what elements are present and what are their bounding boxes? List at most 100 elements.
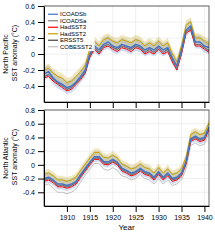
legend: ICOADSbICOADSaHadSST3HadSST2ERSST5COBESS…: [46, 8, 95, 51]
grid-line-x: [66, 110, 67, 206]
x-axis-title: Year: [118, 223, 135, 232]
tick-label: 0.4: [25, 134, 35, 141]
x-tick: 1925: [128, 206, 144, 221]
legend-swatch: [48, 14, 58, 15]
x-tick: [204, 102, 205, 108]
tick-mark: [38, 179, 44, 180]
tick-label: 0.4: [25, 19, 35, 26]
y-tick: -0.4: [23, 189, 44, 196]
x-tick: 1935: [174, 206, 190, 221]
tick-mark: [38, 124, 44, 125]
x-tick: [136, 102, 137, 108]
y-tick: 0.6: [25, 120, 44, 127]
x-tick: 1910: [60, 206, 76, 221]
legend-label: ICOADSa: [60, 18, 87, 24]
grid-line-y: [44, 123, 209, 124]
y-tick: 0.8: [25, 107, 44, 114]
tick-label: 0: [31, 51, 35, 58]
series-line: [44, 26, 209, 88]
tick-label: -0.4: [23, 83, 35, 90]
series-line: [44, 22, 209, 83]
tick-mark: [67, 206, 68, 212]
y-tick: 0.4: [25, 19, 44, 26]
plot-area: [44, 119, 209, 194]
x-tick: [113, 102, 114, 108]
legend-swatch: [48, 46, 58, 47]
tick-mark: [38, 86, 44, 87]
uncertainty-band: [44, 119, 209, 186]
x-tick: 1940: [197, 206, 213, 221]
tick-mark: [38, 110, 44, 111]
tick-mark: [38, 38, 44, 39]
tick-mark: [113, 206, 114, 212]
grid-line-y: [44, 54, 209, 55]
panel: -0.4 -0.2 0 0.2 0.4 0.6 0.8 1910 1915 1920 1925 193…: [2, 107, 213, 232]
grid-line-x: [204, 110, 205, 206]
tick-label: -0.4: [23, 189, 35, 196]
tick-mark: [182, 102, 183, 108]
x-tick: [182, 102, 183, 108]
series-line: [44, 130, 209, 188]
grid-line-x: [158, 110, 159, 206]
uncertainty-band: [44, 17, 209, 87]
tick-mark: [38, 192, 44, 193]
chart-container: -0.4 -0.2 0 0.2 0.4 0.6 North Pacific SST anom…: [0, 0, 215, 234]
tick-mark: [38, 151, 44, 152]
series-line: [44, 129, 209, 187]
x-tick: 1920: [105, 206, 121, 221]
tick-mark: [159, 206, 160, 212]
x-tick: [90, 102, 91, 108]
tick-mark: [67, 102, 68, 108]
legend-label: ERSST5: [60, 37, 84, 43]
y-axis-title: North Atlantic SST anomaly (°C): [2, 129, 19, 187]
legend-background: [46, 8, 95, 51]
x-tick: [159, 102, 160, 108]
y-tick: 0.6: [25, 3, 44, 10]
tick-mark: [182, 206, 183, 212]
tick-label: 1935: [174, 214, 190, 221]
x-axis: 1910 1915 1920 1925 1930 1935 1940: [45, 206, 213, 221]
legend-label: COBESST2: [60, 44, 93, 50]
tick-mark: [38, 6, 44, 7]
x-axis: [45, 102, 210, 108]
tick-mark: [136, 206, 137, 212]
tick-label: 1915: [83, 214, 99, 221]
panel: -0.4-0.200.20.40.6North Pacific SST anom…: [2, 3, 210, 108]
axis-line: [44, 7, 45, 103]
tick-mark: [90, 206, 91, 212]
legend-swatch: [48, 20, 58, 21]
y-axis: -0.4-0.200.20.40.6: [23, 3, 45, 103]
grid: [44, 110, 209, 206]
y-axis-title: North Pacific SST anomaly (°C): [2, 25, 19, 83]
axis-line: [44, 111, 45, 207]
tick-mark: [136, 102, 137, 108]
tick-label: 1925: [128, 214, 144, 221]
y-tick: -0.4: [23, 83, 44, 90]
legend-swatch: [48, 27, 58, 28]
y-tick: 0.4: [25, 134, 44, 141]
tick-label: 1910: [60, 214, 76, 221]
tick-mark: [38, 165, 44, 166]
uncertainty-band: [44, 122, 209, 191]
tick-mark: [38, 70, 44, 71]
tick-label: 1920: [105, 214, 121, 221]
y-tick: 0.2: [25, 148, 44, 155]
grid-line-x: [135, 110, 136, 206]
tick-label: -0.2: [23, 67, 35, 74]
tick-label: 0: [31, 162, 35, 169]
legend-label: ICOADSb: [60, 11, 87, 17]
tick-mark: [113, 102, 114, 108]
chart-svg: -0.4 -0.2 0 0.2 0.4 0.6 North Pacific SST anom…: [0, 0, 215, 234]
tick-mark: [204, 102, 205, 108]
x-tick: 1930: [151, 206, 167, 221]
tick-mark: [159, 102, 160, 108]
plot-frame: [44, 6, 209, 102]
tick-label: 1930: [151, 214, 167, 221]
tick-label: 0.2: [25, 148, 35, 155]
tick-mark: [38, 54, 44, 55]
tick-label: 0.8: [25, 107, 35, 114]
tick-label: -0.2: [23, 175, 35, 182]
plot-frame: [44, 110, 209, 206]
y-tick: -0.2: [23, 175, 44, 182]
legend-label: HadSST2: [60, 31, 87, 37]
